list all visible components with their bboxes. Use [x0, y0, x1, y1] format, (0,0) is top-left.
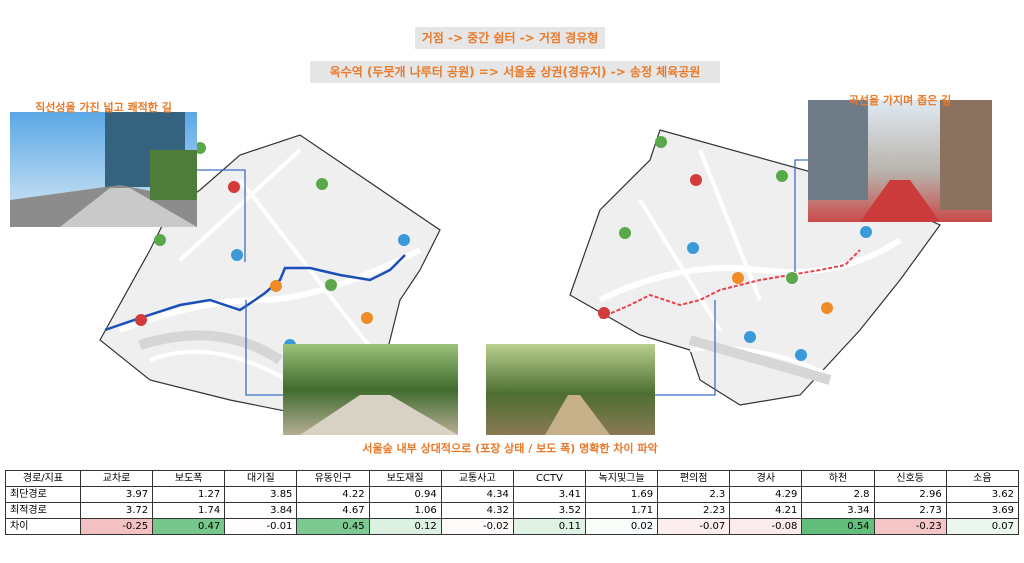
- value-cell: 4.29: [729, 486, 803, 503]
- value-cell: 3.97: [79, 486, 154, 503]
- value-cell: 3.62: [945, 486, 1020, 503]
- value-cell: 2.3: [657, 486, 731, 503]
- value-cell: 0.07: [945, 518, 1020, 535]
- caption-narrow: 곡선을 가지며 좁은 길: [848, 94, 952, 107]
- header-cell: 교통사고: [440, 470, 514, 487]
- value-cell: 4.22: [296, 486, 370, 503]
- value-cell: 2.8: [801, 486, 875, 503]
- header-cell: 보도재질: [368, 470, 442, 487]
- value-cell: 3.41: [512, 486, 586, 503]
- header-cell: 하천: [801, 470, 875, 487]
- value-cell: -0.07: [657, 518, 731, 535]
- photo-park-paved: [283, 344, 458, 435]
- connector-arrows: [197, 159, 808, 396]
- value-cell: 1.69: [584, 486, 659, 503]
- photo-park-dirt: [486, 344, 655, 435]
- value-cell: 4.67: [296, 502, 370, 519]
- value-cell: 2.73: [873, 502, 947, 519]
- photo-narrow-road: [808, 100, 992, 222]
- caption-wide: 직선성을 가진 넓고 쾌적한 길: [35, 101, 172, 114]
- header-cell: 편의점: [657, 470, 731, 487]
- value-cell: -0.01: [224, 518, 298, 535]
- comparison-table: 경로/지표 교차로 보도폭 대기질 유동인구 보도재질 교통사고 CCTV 녹지및그늘 편의점 경사…: [5, 470, 1020, 535]
- header-cell: 유동인구: [296, 470, 370, 487]
- value-cell: -0.25: [79, 518, 154, 535]
- header-cell: 신호등: [873, 470, 947, 487]
- header-cell: 보도폭: [152, 470, 226, 487]
- value-cell: 0.47: [152, 518, 226, 535]
- header-cell: 경로/지표: [5, 470, 81, 487]
- value-cell: 1.71: [584, 502, 659, 519]
- value-cell: 0.45: [296, 518, 370, 535]
- value-cell: 3.84: [224, 502, 298, 519]
- caption-park: 서울숲 내부 상대적으로 (포장 상태 / 보도 폭) 명확한 차이 파악: [362, 442, 658, 455]
- map-pins: [135, 136, 872, 361]
- value-cell: 3.34: [801, 502, 875, 519]
- value-cell: -0.23: [873, 518, 947, 535]
- header-cell: 녹지및그늘: [584, 470, 659, 487]
- value-cell: 4.34: [440, 486, 514, 503]
- value-cell: 3.85: [224, 486, 298, 503]
- row-label: 최적경로: [5, 502, 81, 519]
- value-cell: 3.52: [512, 502, 586, 519]
- value-cell: 0.11: [512, 518, 586, 535]
- route-type-title: 거점 -> 중간 쉼터 -> 거점 경유형: [415, 27, 605, 49]
- header-cell: 교차로: [79, 470, 154, 487]
- value-cell: 1.06: [368, 502, 442, 519]
- data-row: 최단경로 3.97 1.27 3.85 4.22 0.94 4.34 3.41 1.69 2.3 4…: [5, 486, 1020, 503]
- header-cell: 경사: [729, 470, 803, 487]
- header-cell: 소음: [945, 470, 1020, 487]
- value-cell: 3.69: [945, 502, 1020, 519]
- row-label: 차이: [5, 518, 81, 535]
- value-cell: 0.12: [368, 518, 442, 535]
- value-cell: 0.02: [584, 518, 659, 535]
- header-row: 경로/지표 교차로 보도폭 대기질 유동인구 보도재질 교통사고 CCTV 녹지및그늘 편의점 경사…: [5, 470, 1020, 487]
- value-cell: 1.74: [152, 502, 226, 519]
- value-cell: 4.32: [440, 502, 514, 519]
- row-label: 최단경로: [5, 486, 81, 503]
- photo-wide-road: [10, 112, 197, 227]
- value-cell: 1.27: [152, 486, 226, 503]
- data-row: 차이 -0.25 0.47 -0.01 0.45 0.12 -0.02 0.11 0.02 -0.…: [5, 518, 1020, 535]
- route-description: 옥수역 (두뭇개 나루터 공원) => 서울숲 상권(경유지) -> 송정 체육…: [310, 61, 720, 83]
- header-cell: CCTV: [512, 470, 586, 487]
- value-cell: 0.54: [801, 518, 875, 535]
- value-cell: 2.23: [657, 502, 731, 519]
- value-cell: 2.96: [873, 486, 947, 503]
- value-cell: -0.08: [729, 518, 803, 535]
- data-row: 최적경로 3.72 1.74 3.84 4.67 1.06 4.32 3.52 1.71 2.23…: [5, 502, 1020, 519]
- header-cell: 대기질: [224, 470, 298, 487]
- value-cell: 0.94: [368, 486, 442, 503]
- value-cell: 3.72: [79, 502, 154, 519]
- value-cell: 4.21: [729, 502, 803, 519]
- value-cell: -0.02: [440, 518, 514, 535]
